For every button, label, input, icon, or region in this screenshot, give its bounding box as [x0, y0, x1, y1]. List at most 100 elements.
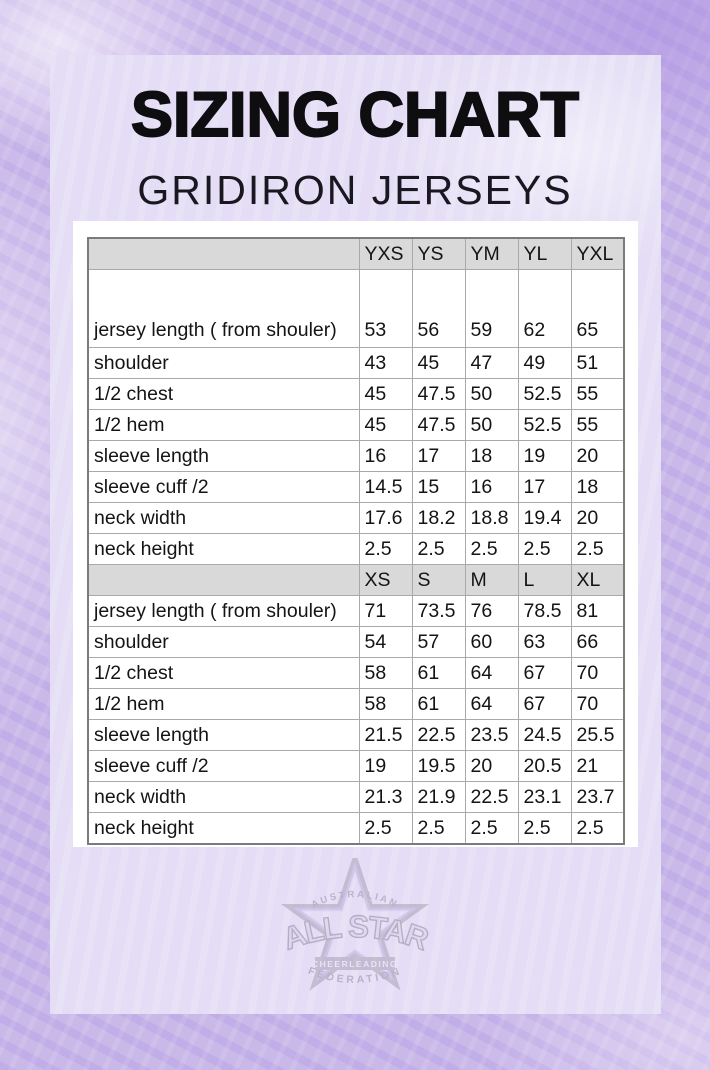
size-value: 2.5	[517, 812, 572, 845]
table-row: jersey length ( from shouler) 53 56 59 62 65	[87, 269, 625, 348]
size-value: 23.7	[570, 781, 625, 813]
size-value: 59	[464, 269, 519, 348]
size-value: 17	[517, 471, 572, 503]
size-value: 66	[570, 626, 625, 658]
size-value: 49	[517, 347, 572, 379]
table-row: 1/2 chest 45 47.5 50 52.5 55	[87, 378, 625, 410]
size-value: 57	[411, 626, 466, 658]
table-row: 1/2 hem 45 47.5 50 52.5 55	[87, 409, 625, 441]
size-value: 2.5	[358, 533, 413, 565]
size-value: 25.5	[570, 719, 625, 751]
size-value: 51	[570, 347, 625, 379]
size-value: 54	[358, 626, 413, 658]
size-value: 81	[570, 595, 625, 627]
size-value: 2.5	[411, 812, 466, 845]
table-row: 1/2 hem 58 61 64 67 70	[87, 688, 625, 720]
size-value: 78.5	[517, 595, 572, 627]
size-value: 70	[570, 688, 625, 720]
size-header-cell: YXL	[570, 237, 625, 270]
size-value: 2.5	[358, 812, 413, 845]
size-value: 22.5	[411, 719, 466, 751]
measurement-label: shoulder	[87, 347, 360, 379]
size-header-cell: XL	[570, 564, 625, 596]
size-value: 2.5	[411, 533, 466, 565]
sizing-card: YXS YS YM YL YXL jersey length ( from shouler…	[73, 221, 638, 847]
size-header-cell: S	[411, 564, 466, 596]
size-value: 47	[464, 347, 519, 379]
size-value: 21.3	[358, 781, 413, 813]
size-value: 43	[358, 347, 413, 379]
size-value: 58	[358, 688, 413, 720]
size-value: 47.5	[411, 378, 466, 410]
size-header-cell: M	[464, 564, 519, 596]
size-value: 52.5	[517, 378, 572, 410]
size-value: 16	[464, 471, 519, 503]
size-value: 56	[411, 269, 466, 348]
size-header-cell: XS	[358, 564, 413, 596]
size-value: 20	[464, 750, 519, 782]
size-value: 45	[411, 347, 466, 379]
size-value: 17	[411, 440, 466, 472]
size-value: 21	[570, 750, 625, 782]
table-row: shoulder 54 57 60 63 66	[87, 626, 625, 658]
size-header-empty-cell	[87, 237, 360, 270]
size-value: 45	[358, 409, 413, 441]
table-row: sleeve length 16 17 18 19 20	[87, 440, 625, 472]
size-value: 53	[358, 269, 413, 348]
size-value: 64	[464, 657, 519, 689]
size-value: 2.5	[570, 812, 625, 845]
size-value: 71	[358, 595, 413, 627]
size-value: 19.4	[517, 502, 572, 534]
size-value: 61	[411, 688, 466, 720]
page-title: SIZING CHART	[130, 80, 580, 150]
size-header-cell: YL	[517, 237, 572, 270]
size-value: 55	[570, 378, 625, 410]
size-value: 58	[358, 657, 413, 689]
measurement-label: 1/2 chest	[87, 657, 360, 689]
size-value: 50	[464, 378, 519, 410]
measurement-label: sleeve cuff /2	[87, 471, 360, 503]
size-value: 15	[411, 471, 466, 503]
size-value: 61	[411, 657, 466, 689]
size-value: 20	[570, 502, 625, 534]
table-row: jersey length ( from shouler) 71 73.5 76 78.…	[87, 595, 625, 627]
size-value: 64	[464, 688, 519, 720]
size-header-cell: L	[517, 564, 572, 596]
size-value: 18	[464, 440, 519, 472]
size-value: 50	[464, 409, 519, 441]
aascf-logo-svg: AUSTRALIAN ALL STAR CHEERLEADING FEDERAT…	[278, 850, 435, 991]
measurement-label: neck height	[87, 812, 360, 845]
size-value: 73.5	[411, 595, 466, 627]
aascf-logo: AUSTRALIAN ALL STAR CHEERLEADING FEDERAT…	[275, 850, 435, 1004]
size-value: 24.5	[517, 719, 572, 751]
size-value: 17.6	[358, 502, 413, 534]
size-value: 2.5	[464, 533, 519, 565]
size-value: 19	[358, 750, 413, 782]
size-value: 67	[517, 657, 572, 689]
size-value: 52.5	[517, 409, 572, 441]
measurement-label: 1/2 hem	[87, 409, 360, 441]
measurement-label: sleeve length	[87, 719, 360, 751]
size-value: 14.5	[358, 471, 413, 503]
size-value: 70	[570, 657, 625, 689]
size-value: 23.5	[464, 719, 519, 751]
table-row: neck height 2.5 2.5 2.5 2.5 2.5	[87, 533, 625, 565]
size-header-row: XS S M L XL	[87, 564, 625, 596]
table-row: shoulder 43 45 47 49 51	[87, 347, 625, 379]
measurement-label: neck width	[87, 781, 360, 813]
sizing-table-body: YXS YS YM YL YXL jersey length ( from shouler…	[87, 237, 625, 845]
table-row: neck width 21.3 21.9 22.5 23.1 23.7	[87, 781, 625, 813]
measurement-label: 1/2 chest	[87, 378, 360, 410]
sizing-table: YXS YS YM YL YXL jersey length ( from shouler…	[87, 237, 625, 845]
table-row: 1/2 chest 58 61 64 67 70	[87, 657, 625, 689]
size-header-cell: YM	[464, 237, 519, 270]
measurement-label: sleeve cuff /2	[87, 750, 360, 782]
size-value: 45	[358, 378, 413, 410]
logo-banner-box	[315, 957, 395, 970]
size-value: 47.5	[411, 409, 466, 441]
table-row: sleeve length 21.5 22.5 23.5 24.5 25.5	[87, 719, 625, 751]
size-value: 2.5	[570, 533, 625, 565]
size-value: 22.5	[464, 781, 519, 813]
size-header-cell: YXS	[358, 237, 413, 270]
